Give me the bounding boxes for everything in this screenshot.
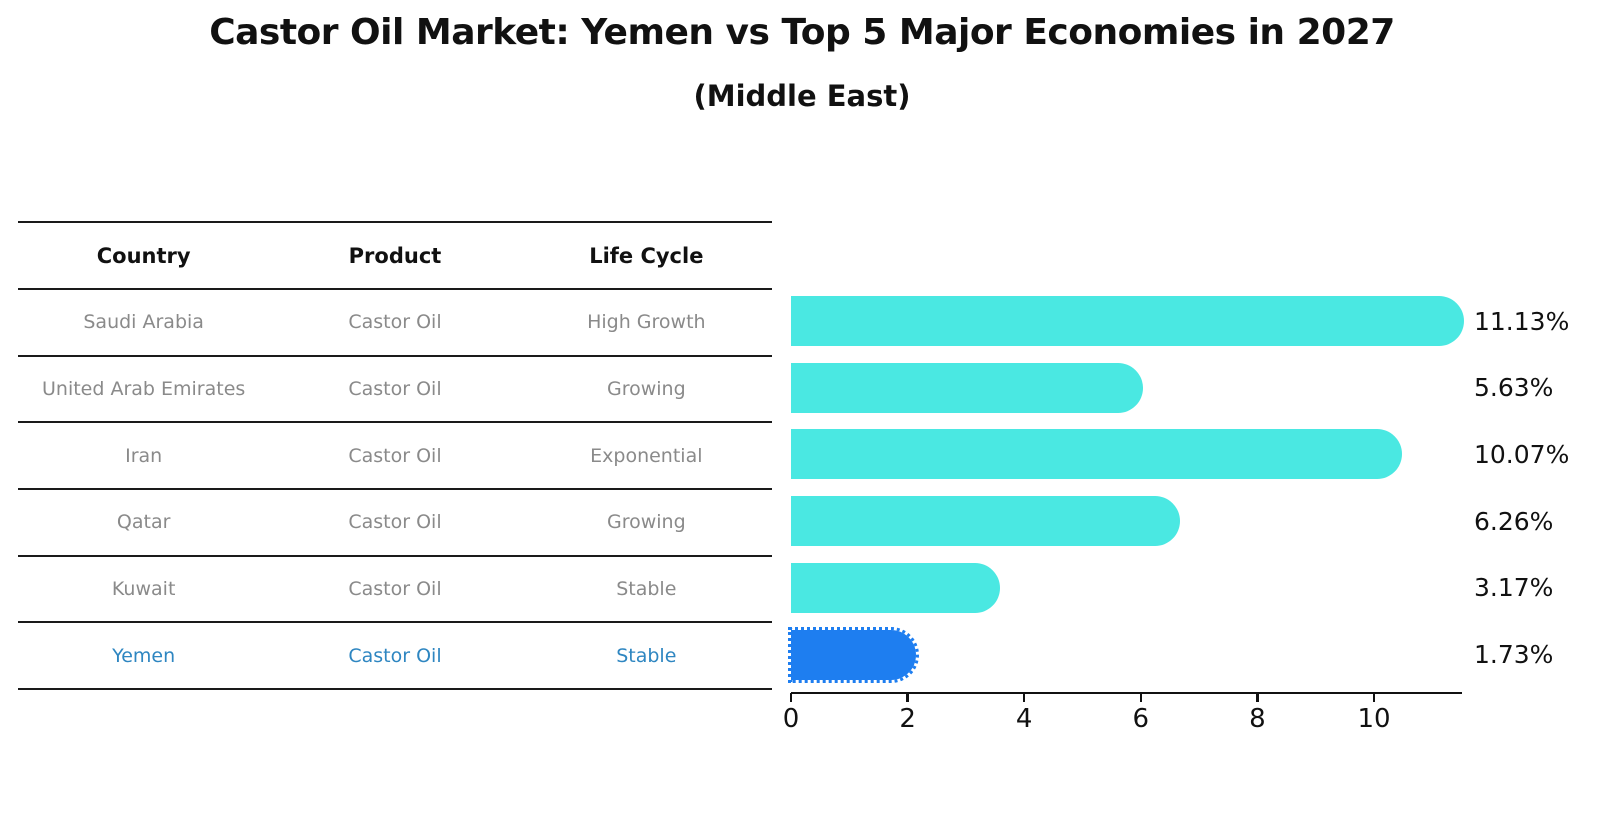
table-cell-country: Kuwait [111, 578, 176, 601]
x-axis-tick [1372, 693, 1376, 702]
table-cell-product: Castor Oil [348, 511, 442, 534]
table-row: Qatar Castor Oil Growing [18, 490, 772, 557]
table-cell-product: Castor Oil [348, 311, 442, 334]
bar-value-label: 10.07% [1474, 439, 1570, 469]
bar-value-label: 6.26% [1474, 506, 1554, 536]
bar-value-label: 5.63% [1474, 373, 1554, 403]
x-axis-tick [906, 693, 909, 702]
bar-value-label: 11.13% [1474, 306, 1570, 336]
table-cell-product: Castor Oil [348, 578, 442, 601]
x-axis-tick-label: 10 [1357, 704, 1391, 734]
bar-value-label: 1.73% [1474, 640, 1554, 670]
x-axis-tick [1023, 693, 1026, 702]
table-row: Iran Castor Oil Exponential [18, 423, 772, 491]
table-cell-life-cycle: Exponential [590, 444, 703, 467]
bar-united-arab-emirates [791, 362, 1144, 413]
x-axis-line [791, 691, 1462, 695]
table-cell-product: Castor Oil [348, 444, 442, 467]
table-header-country: Country [96, 243, 191, 268]
table-cell-country: Saudi Arabia [83, 311, 204, 334]
bar-value-label: 3.17% [1474, 573, 1554, 603]
x-axis-tick [1256, 693, 1259, 702]
table-cell-life-cycle: Stable [616, 644, 677, 667]
table-header-product: Product [348, 243, 442, 268]
table-body: Saudi Arabia Castor Oil High Growth United … [18, 290, 772, 691]
table-row: Kuwait Castor Oil Stable [18, 557, 772, 624]
table-cell-country: Iran [125, 444, 163, 467]
table-row: United Arab Emirates Castor Oil Growing [18, 357, 772, 424]
table-cell-country: Yemen [112, 644, 176, 667]
x-axis-tick-label: 0 [782, 704, 800, 734]
table-cell-country: United Arab Emirates [42, 378, 246, 401]
bar-kuwait [791, 562, 1000, 613]
table-cell-life-cycle: Growing [606, 378, 686, 401]
chart-subtitle: (Middle East) [693, 79, 911, 113]
x-axis-tick-label: 6 [1132, 704, 1150, 734]
bar-highlight-yemen [788, 626, 919, 683]
x-axis-tick-label: 2 [899, 704, 916, 734]
table-row: Yemen Castor Oil Stable [18, 623, 772, 691]
table-header-life-cycle: Life Cycle [589, 243, 704, 268]
x-axis-tick-label: 4 [1015, 704, 1033, 734]
x-axis-tick-label: 8 [1249, 704, 1266, 734]
country-table: Country Product Life Cycle Saudi Arabia C… [18, 221, 772, 691]
bar-qatar [791, 496, 1180, 547]
table-cell-life-cycle: Stable [616, 578, 677, 601]
x-axis-tick [789, 693, 793, 702]
table-cell-country: Qatar [116, 511, 171, 534]
table-cell-product: Castor Oil [348, 644, 442, 667]
table-cell-life-cycle: High Growth [587, 311, 706, 334]
chart-title: Castor Oil Market: Yemen vs Top 5 Major … [209, 12, 1395, 53]
table-row: Saudi Arabia Castor Oil High Growth [18, 290, 772, 357]
bar-saudi-arabia [791, 296, 1464, 346]
table-cell-product: Castor Oil [348, 378, 442, 401]
bar-iran [791, 429, 1403, 480]
table-header-row: Country Product Life Cycle [18, 223, 772, 290]
x-axis-tick [1139, 693, 1142, 702]
table-cell-life-cycle: Growing [606, 511, 686, 534]
